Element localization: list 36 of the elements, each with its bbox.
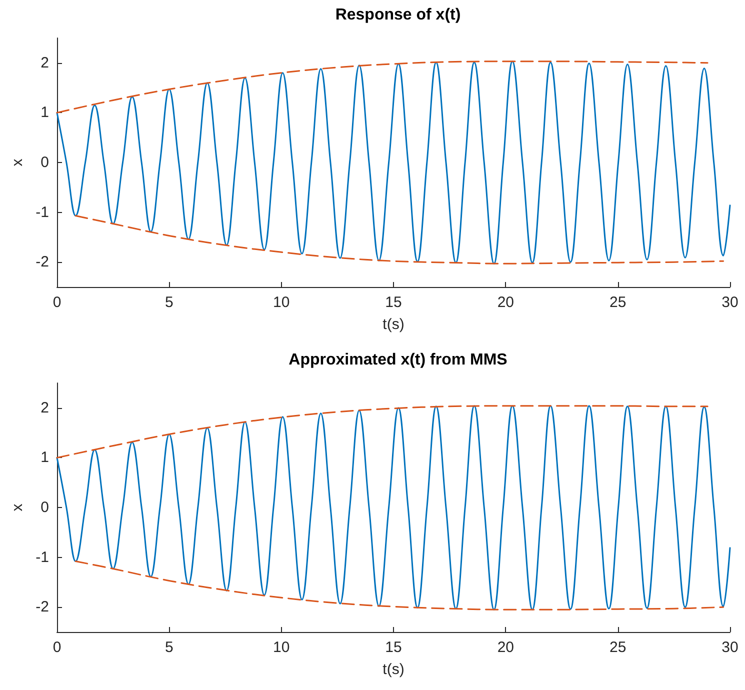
x-tick-label: 0 <box>52 294 62 311</box>
y-tick-label: 1 <box>40 104 49 122</box>
line-series <box>74 560 724 610</box>
x-tick-label: 15 <box>385 639 402 656</box>
x-axis-title: t(s) <box>382 661 404 678</box>
x-tick-label: 10 <box>272 294 290 311</box>
line-series <box>56 405 708 458</box>
x-tick-label: 15 <box>385 294 402 311</box>
y-axis-title: x <box>8 503 26 512</box>
chart-title: Response of x(t) <box>335 6 461 24</box>
x-tick-label: 30 <box>722 639 738 656</box>
x-tick-label: 5 <box>164 294 174 311</box>
x-tick-label: 25 <box>609 639 626 656</box>
y-tick-label: 0 <box>40 154 49 171</box>
y-tick-label: -1 <box>36 548 49 566</box>
y-tick-label: 0 <box>40 499 49 516</box>
y-tick-label: -1 <box>36 204 49 221</box>
x-tick-label: 25 <box>609 294 626 311</box>
x-tick-label: 20 <box>497 294 514 311</box>
x-tick-label: 20 <box>497 639 514 656</box>
x-tick-label: 30 <box>722 294 738 311</box>
y-tick-label: -2 <box>36 598 49 616</box>
line-series <box>56 60 708 114</box>
x-axis-title: t(s) <box>382 316 404 333</box>
x-tick-label: 0 <box>52 639 62 656</box>
chart-title: Approximated x(t) from MMS <box>288 352 508 368</box>
x-tick-label: 10 <box>272 639 290 656</box>
y-tick-label: -2 <box>36 254 49 271</box>
y-tick-label: 2 <box>40 399 49 416</box>
line-series <box>56 60 731 264</box>
y-tick-label: 2 <box>40 54 49 72</box>
y-axis-title: x <box>8 158 26 166</box>
y-tick-label: 1 <box>40 449 49 466</box>
line-series <box>74 215 724 264</box>
x-tick-label: 5 <box>164 639 174 656</box>
line-series <box>56 405 731 610</box>
